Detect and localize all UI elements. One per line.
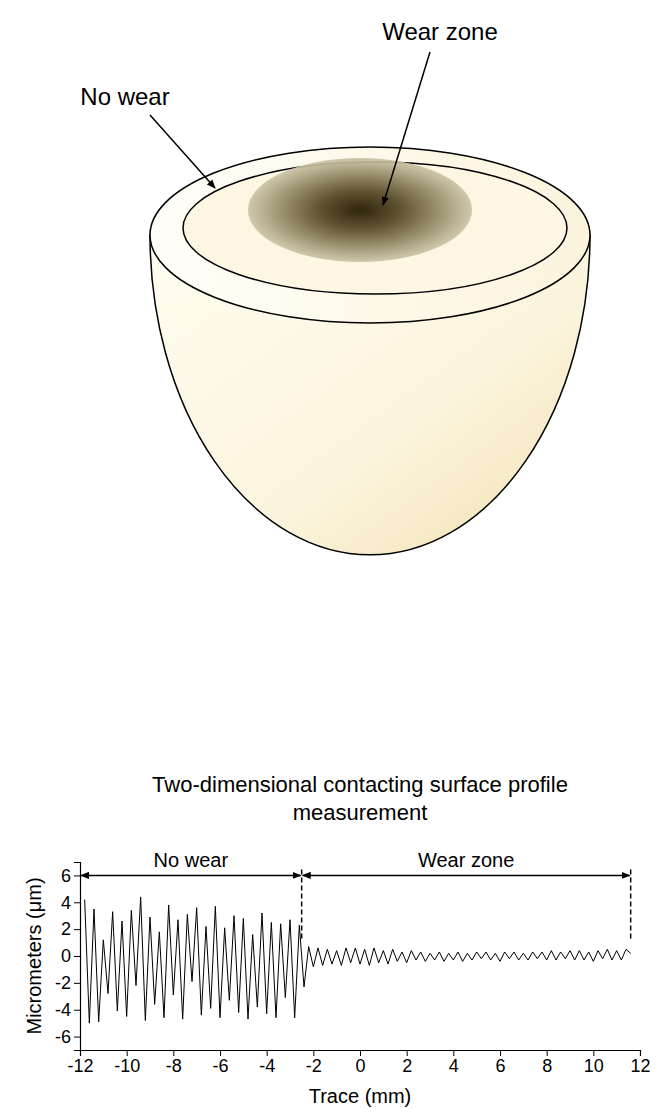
y-tick: -6 xyxy=(55,1027,80,1047)
x-tick-label: -10 xyxy=(114,1056,140,1076)
y-tick-label: 0 xyxy=(61,946,71,966)
x-tick: -4 xyxy=(259,1050,275,1076)
x-axis: -12 -10 -8 -6 -4 -2 0 2 4 6 8 10 12 xyxy=(67,1050,650,1076)
chart-title: Two-dimensional contacting surface profi… xyxy=(152,772,568,825)
y-tick: 0 xyxy=(61,946,80,966)
region-boundary xyxy=(301,869,303,939)
x-tick: 2 xyxy=(402,1050,412,1076)
y-tick: -4 xyxy=(55,1000,80,1020)
x-tick-label: -6 xyxy=(212,1056,228,1076)
x-tick: -10 xyxy=(114,1050,140,1076)
x-tick: 0 xyxy=(355,1050,365,1076)
cup-rim xyxy=(150,147,590,323)
wear-zone-label: Wear zone xyxy=(382,18,498,45)
cup-diagram: No wear Wear zone xyxy=(80,18,590,555)
plot-area xyxy=(85,897,631,1023)
y-tick-mark xyxy=(74,983,80,984)
x-tick: 4 xyxy=(449,1050,459,1076)
figure: No wear Wear zone Two-dimensional contacti… xyxy=(0,0,668,1116)
y-tick-label: 2 xyxy=(61,919,71,939)
annotations: No wear Wear zone xyxy=(81,849,631,939)
y-axis-line xyxy=(74,863,81,1051)
no-wear-label: No wear xyxy=(80,83,169,110)
region-arrow xyxy=(81,875,301,877)
region-label: No wear xyxy=(154,849,229,871)
y-tick-label: 4 xyxy=(61,893,71,913)
region-label: Wear zone xyxy=(418,849,514,871)
x-axis-title: Trace (mm) xyxy=(309,1085,412,1107)
y-tick-mark xyxy=(74,1037,80,1038)
profile-line xyxy=(85,897,631,1023)
x-tick: -8 xyxy=(166,1050,182,1076)
x-tick: -6 xyxy=(212,1050,228,1076)
no-wear-arrow xyxy=(150,115,215,188)
x-tick: 10 xyxy=(584,1050,604,1076)
y-tick-mark xyxy=(74,902,80,903)
y-axis: -6 -4 -2 0 2 4 6 xyxy=(55,863,81,1051)
x-tick-label: -2 xyxy=(306,1056,322,1076)
y-tick: 6 xyxy=(61,866,80,886)
y-tick-label: -2 xyxy=(55,973,71,993)
x-tick-label: 6 xyxy=(495,1056,505,1076)
x-tick-label: 2 xyxy=(402,1056,412,1076)
y-tick-mark xyxy=(74,956,80,957)
wear-zone xyxy=(248,158,472,262)
y-tick-label: -6 xyxy=(55,1027,71,1047)
wear-zone-arrow xyxy=(383,52,430,205)
y-tick: 2 xyxy=(61,919,80,939)
y-tick-label: -4 xyxy=(55,1000,71,1020)
y-tick: -2 xyxy=(55,973,80,993)
x-tick: 12 xyxy=(630,1050,650,1076)
region-boundary xyxy=(630,869,632,939)
y-axis-title: Micrometers (μm) xyxy=(23,877,45,1034)
x-tick-label: 12 xyxy=(630,1056,650,1076)
y-tick-mark xyxy=(74,875,80,876)
y-tick-mark xyxy=(74,929,80,930)
x-tick: 6 xyxy=(495,1050,505,1076)
x-tick-label: 10 xyxy=(584,1056,604,1076)
x-tick-label: -12 xyxy=(67,1056,93,1076)
y-tick-mark xyxy=(74,1010,80,1011)
x-tick: 8 xyxy=(542,1050,552,1076)
x-tick: -2 xyxy=(306,1050,322,1076)
x-tick-label: 8 xyxy=(542,1056,552,1076)
x-tick-label: 0 xyxy=(355,1056,365,1076)
region-arrow xyxy=(303,875,630,877)
x-tick-label: 4 xyxy=(449,1056,459,1076)
y-tick: 4 xyxy=(61,893,80,913)
x-tick: -12 xyxy=(67,1050,93,1076)
y-tick-label: 6 xyxy=(61,866,71,886)
x-tick-label: -8 xyxy=(166,1056,182,1076)
x-tick-label: -4 xyxy=(259,1056,275,1076)
